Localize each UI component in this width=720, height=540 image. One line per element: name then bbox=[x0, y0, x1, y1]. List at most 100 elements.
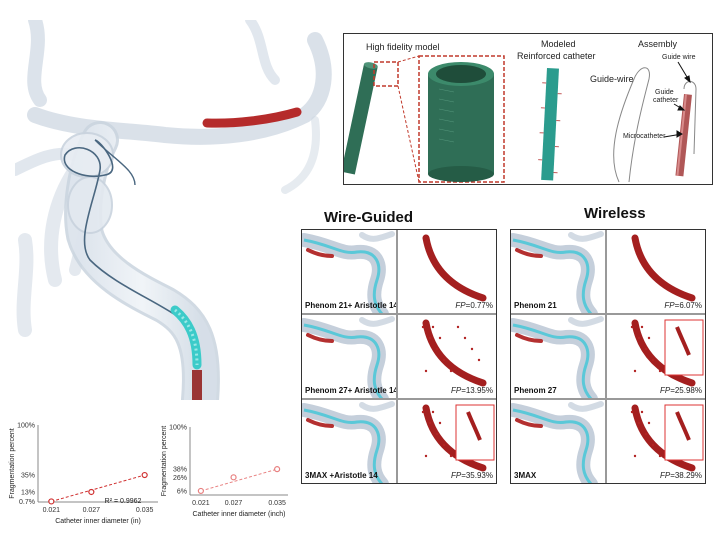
wire-guided-vessel-cell: 3MAX +Aristotle 14 bbox=[301, 399, 397, 484]
data-point bbox=[197, 487, 204, 495]
fragmentation-chart-1: 0.021 0.027 0.035 0.7% 13% 35% 100% Catheter in… bbox=[0, 405, 165, 530]
fp-value: =13.95% bbox=[461, 386, 493, 395]
fragmentation-percent-label: FP=38.29% bbox=[660, 471, 702, 480]
clot-mark bbox=[306, 248, 334, 258]
catheter-line bbox=[303, 323, 384, 398]
fragmentation-percent-label: FP=25.98% bbox=[660, 386, 702, 395]
clot-fragment bbox=[647, 421, 651, 425]
fp-prefix: FP bbox=[455, 301, 466, 310]
clot-body bbox=[422, 404, 487, 472]
inset-fragment bbox=[675, 326, 691, 356]
device-combination-label: Phenom 21 bbox=[514, 301, 557, 310]
x-tick-label: 0.035 bbox=[136, 507, 154, 514]
device-combination-label: Phenom 27 bbox=[514, 386, 557, 395]
x-axis-title: Catheter inner diameter (inch) bbox=[193, 511, 286, 518]
assembly-label: Assembly bbox=[638, 39, 678, 49]
inset-fragment bbox=[675, 411, 691, 441]
wire-guided-clot-cell: FP=0.77% bbox=[397, 229, 497, 314]
chart-2-svg: 0.021 0.027 0.035 6% 26%38% 100% Catheter inne… bbox=[161, 425, 288, 518]
high-fidelity-rod bbox=[344, 55, 697, 183]
clot-fragment bbox=[640, 410, 644, 414]
fragmentation-percent-label: FP=13.95% bbox=[451, 386, 493, 395]
data-point bbox=[274, 466, 281, 473]
branch-vessel bbox=[568, 316, 604, 327]
clot-fragment bbox=[637, 421, 641, 425]
clot-fragment bbox=[470, 347, 474, 351]
branch-vessel bbox=[359, 231, 395, 242]
clot-body bbox=[631, 234, 696, 302]
y-tick-label: 100% bbox=[169, 425, 187, 432]
data-point bbox=[230, 474, 237, 481]
clot-fragment bbox=[463, 336, 467, 340]
clot-fragment bbox=[435, 347, 439, 351]
wireless-clot-cell: FP=38.29% bbox=[606, 399, 706, 484]
catheter-line bbox=[303, 238, 384, 313]
wireless-clot-cell: FP=6.07% bbox=[606, 229, 706, 314]
wireless-vessel-cell: Phenom 27 bbox=[510, 314, 606, 399]
y-tick-label: 100% bbox=[17, 423, 35, 430]
catheter-line bbox=[512, 238, 593, 313]
clot-shape bbox=[202, 107, 302, 128]
clot-fragment bbox=[658, 454, 662, 458]
clot-fragment bbox=[651, 358, 655, 362]
clot-fragment bbox=[449, 454, 453, 458]
clot-body bbox=[422, 319, 487, 387]
assembly-guide-wire bbox=[613, 67, 650, 183]
clot-fragment bbox=[438, 336, 442, 340]
wire-guided-vessel-cell: Phenom 27+ Aristotle 14 bbox=[301, 314, 397, 399]
wireless-grid-border bbox=[510, 229, 706, 484]
vessel-model-image bbox=[15, 20, 332, 400]
inset-fragment bbox=[466, 411, 482, 441]
x-axis-title: Catheter inner diameter (in) bbox=[55, 518, 141, 525]
clot-thumbnail bbox=[421, 404, 495, 472]
clot-mark bbox=[306, 418, 334, 428]
x-tick-label: 0.027 bbox=[225, 500, 243, 507]
vessel-thumbnail bbox=[302, 401, 395, 483]
trendline bbox=[200, 468, 278, 492]
clot-fragment bbox=[456, 325, 460, 329]
clot-fragment bbox=[435, 432, 439, 436]
clot-fragment bbox=[644, 347, 648, 351]
clot-mark bbox=[515, 248, 543, 258]
catheter-line bbox=[303, 408, 384, 483]
fp-prefix: FP bbox=[450, 471, 462, 480]
fp-prefix: FP bbox=[659, 471, 671, 480]
clot-fragment bbox=[658, 369, 662, 373]
clot-fragment bbox=[644, 432, 648, 436]
x-tick-label: 0.021 bbox=[43, 507, 61, 514]
fp-value: =25.98% bbox=[670, 386, 702, 395]
x-tick-label: 0.027 bbox=[83, 507, 101, 514]
y-axis-title: Fragmentation percent bbox=[9, 428, 16, 498]
clot-mark bbox=[306, 333, 334, 343]
clot-fragment bbox=[651, 443, 655, 447]
wireless-clot-cell: FP=25.98% bbox=[606, 314, 706, 399]
branch-vessel bbox=[359, 401, 395, 412]
microcatheter-label: Microcatheter bbox=[623, 133, 666, 140]
fp-prefix: FP bbox=[659, 386, 671, 395]
fp-prefix: FP bbox=[664, 301, 675, 310]
data-point bbox=[88, 488, 95, 496]
assembly-panel: High fidelity model bbox=[343, 33, 713, 185]
wireless-heading: Wireless bbox=[584, 205, 646, 222]
clot-fragment bbox=[421, 410, 425, 414]
y-tick-label: 35% bbox=[21, 473, 35, 480]
data-point bbox=[48, 498, 55, 505]
clot-fragment bbox=[424, 454, 428, 458]
clot-fragment bbox=[431, 325, 435, 329]
fragmentation-chart-2: 0.021 0.027 0.035 6% 26% 38% 100% Catheter inne… bbox=[160, 415, 300, 530]
guide-wire-label: Guide-wire bbox=[590, 74, 634, 84]
wire-guided-vessel-cell: Phenom 21+ Aristotle 14 bbox=[301, 229, 397, 314]
guide-catheter-label-line1: Guide bbox=[655, 89, 674, 96]
wire-guided-grid-border bbox=[301, 229, 497, 484]
high-fidelity-label: High fidelity model bbox=[366, 42, 440, 52]
clot-fragment bbox=[477, 358, 481, 362]
guide-wire-small-label: Guide wire bbox=[662, 54, 696, 61]
vessel-thumbnail bbox=[302, 316, 395, 398]
device-combination-label: Phenom 27+ Aristotle 14 bbox=[305, 386, 397, 395]
vessel-thumbnail bbox=[302, 231, 395, 313]
vessel-thumbnail bbox=[511, 401, 604, 483]
y-tick-label: 13% bbox=[21, 489, 35, 496]
x-tick-label: 0.021 bbox=[192, 500, 210, 507]
clot-fragment bbox=[630, 410, 634, 414]
y-tick-label: 26% bbox=[173, 475, 187, 482]
